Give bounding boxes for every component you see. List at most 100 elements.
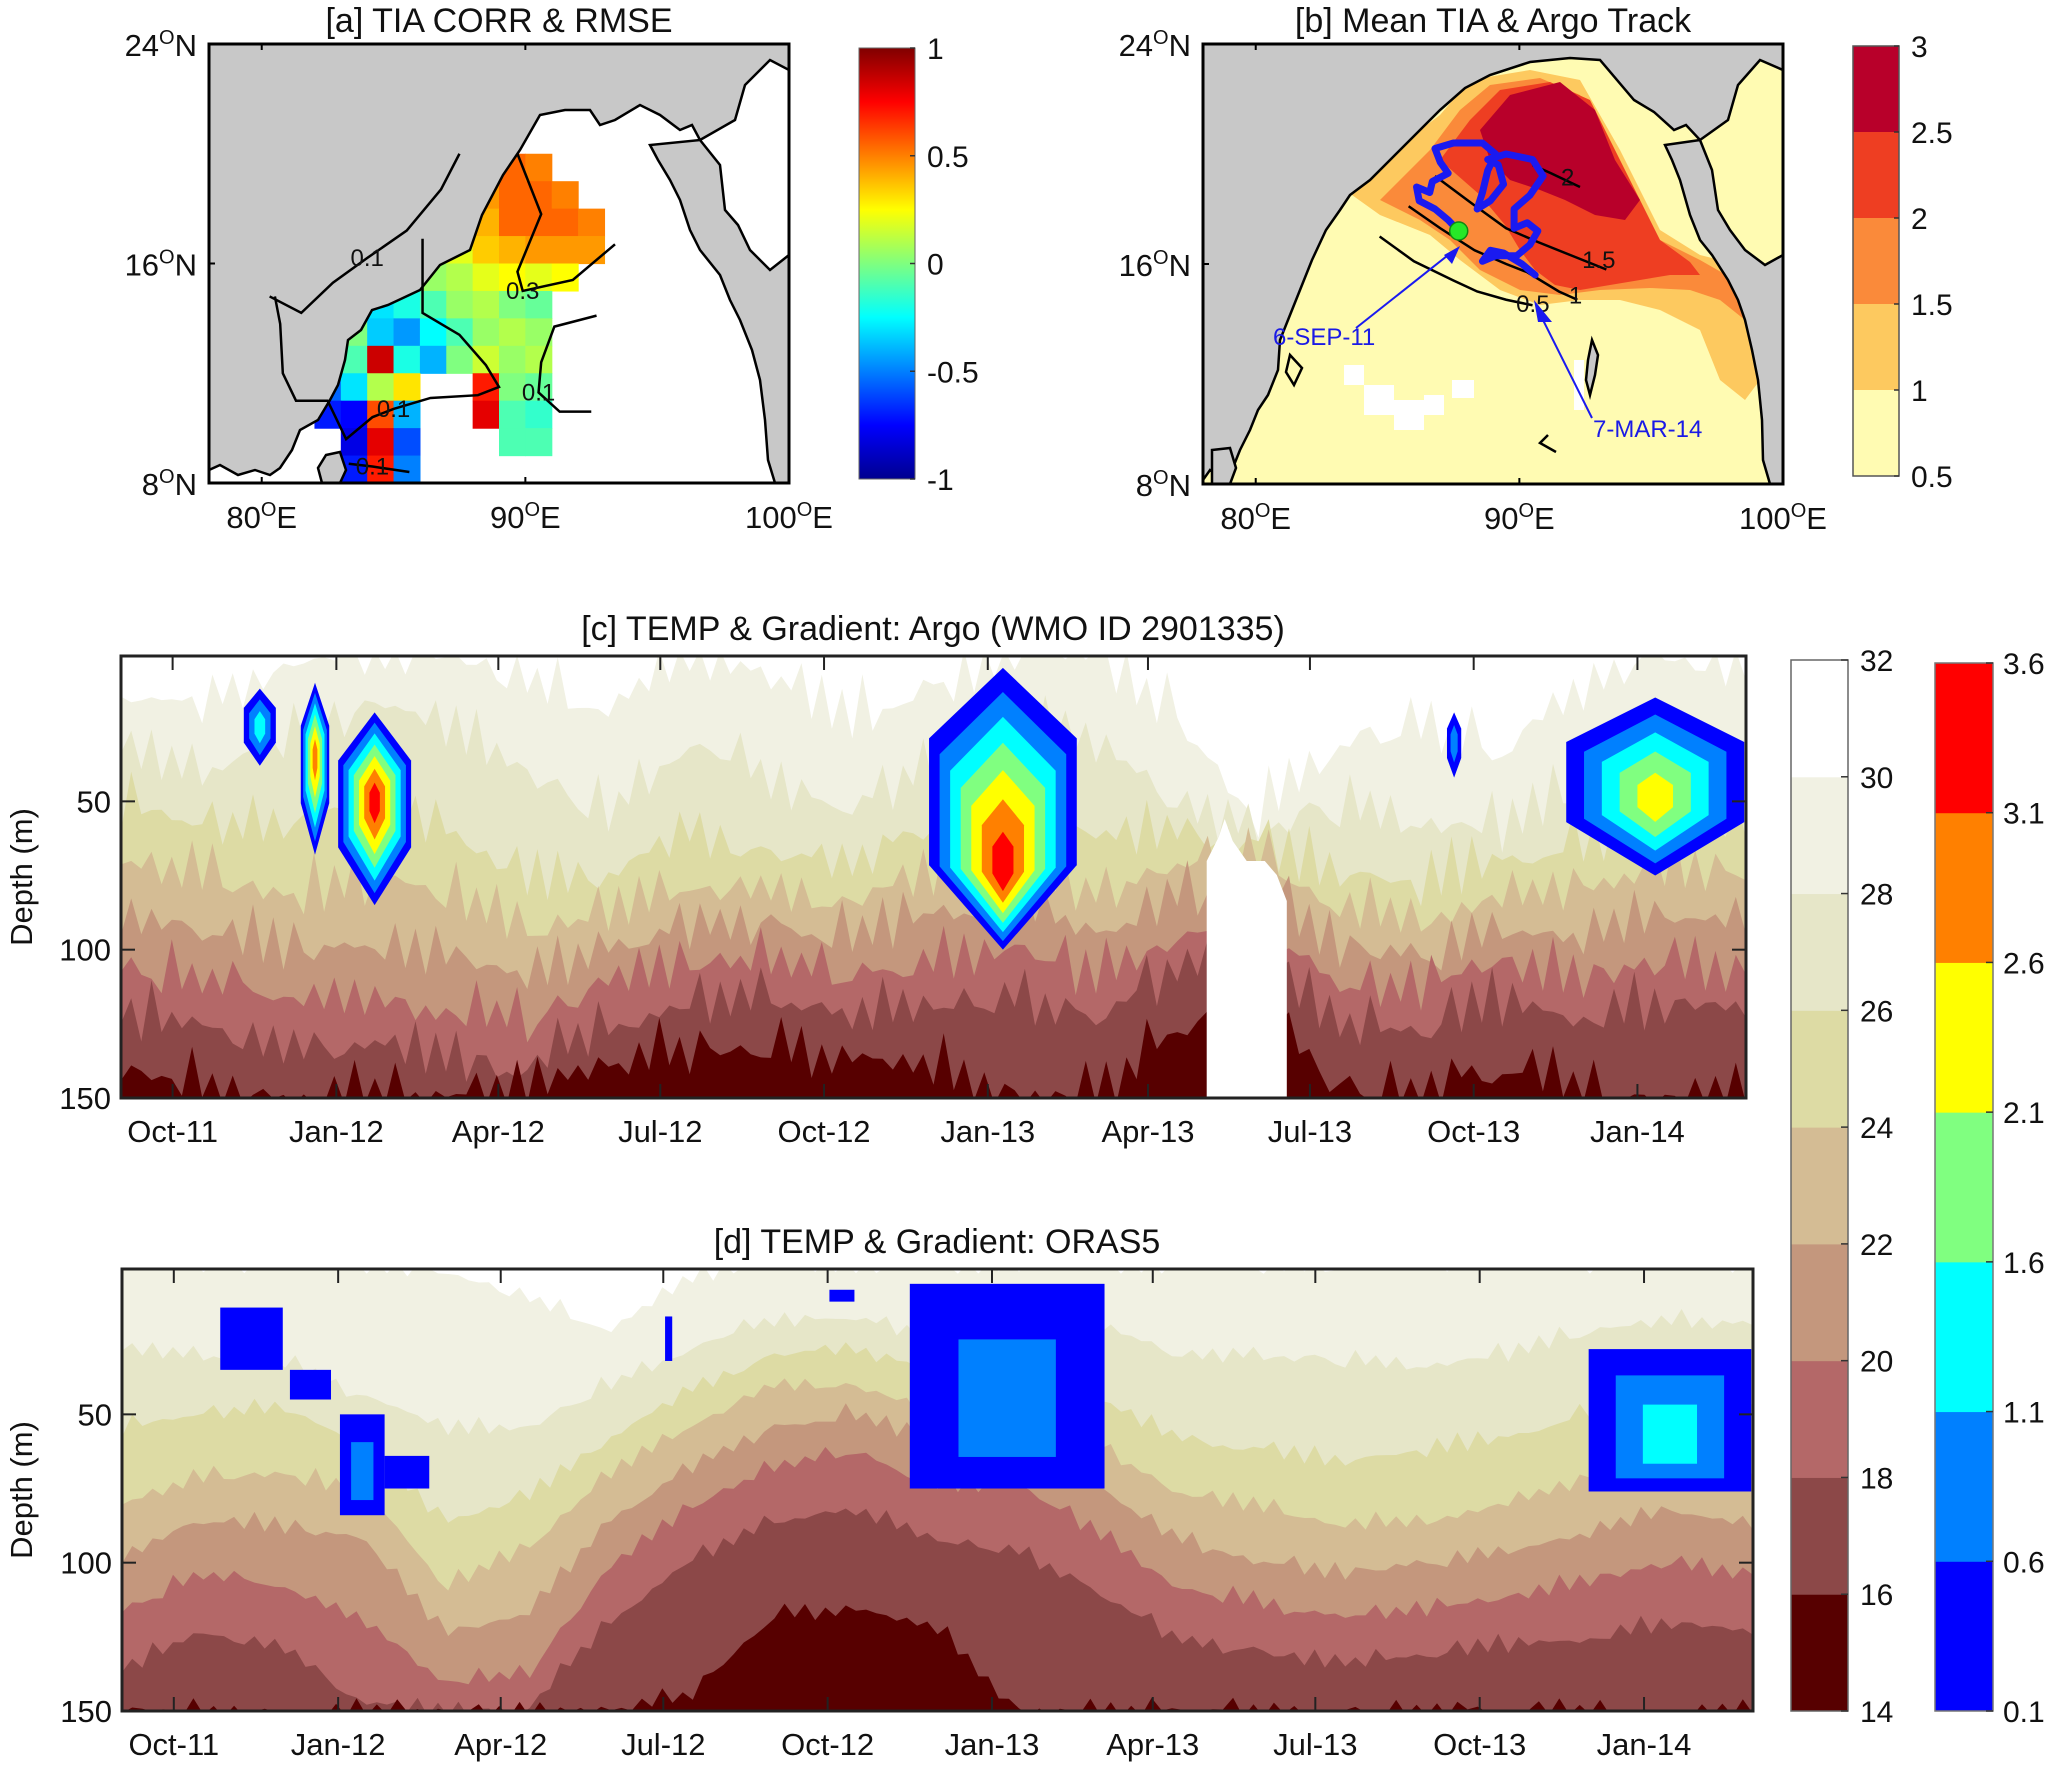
correlation-cell [367,428,395,457]
y-tick-label: 100 [59,933,111,968]
temp-colorbar-tick-label: 24 [1860,1112,1893,1145]
argo-start-marker [1448,221,1469,241]
gradient-colorbar-segment [1935,962,1993,1113]
start-arrow-line [1355,251,1453,329]
correlation-cell [446,263,474,292]
colorbar-b-segment [1853,218,1899,304]
panel-d-axes: Oct-11 Jan-12 Apr-12 Jul-12 Oct-12 Jan-13 Apr-… [60,1269,1753,1762]
start-date-label: 6-SEP-11 [1273,324,1375,351]
panel-d-title: [d] TEMP & Gradient: ORAS5 [714,1223,1161,1261]
gradient-patch [1642,1404,1698,1464]
colorbar-b-segment [1853,132,1899,218]
temp-band-below-18 [122,1508,1753,1711]
correlation-cell [472,400,500,429]
gradient-patch [992,831,1014,892]
y-tick-label: 16ON [125,247,197,283]
temp-colorbar-tick-label: 32 [1860,645,1893,678]
correlation-cell [367,318,395,347]
gradient-colorbar-tick-label: 0.1 [2003,1696,2045,1729]
gradient-colorbar-tick-label: 0.6 [2003,1546,2045,1579]
gradient-colorbar-segment [1935,1561,1993,1712]
gradient-patch [220,1307,283,1370]
y-tick-label: 24ON [1119,27,1191,63]
panel-b-tia-contours: 0.5 11.52 [1378,163,1615,318]
y-tick-label: 50 [78,1397,112,1432]
correlation-cell [525,428,553,457]
temp-colorbar-segment [1791,776,1848,895]
correlation-cell [499,318,526,347]
temp-colorbar-tick-label: 16 [1860,1579,1893,1612]
end-date-label: 7-MAR-14 [1593,416,1702,443]
tia-contour-line [1378,235,1533,307]
gradient-colorbar-tick-label: 1.6 [2003,1247,2045,1280]
argo-track-line [1413,139,1547,279]
end-arrow-line [1537,309,1593,419]
end-arrow-head [1534,300,1552,322]
x-tick-label: Jul-12 [618,1114,702,1149]
colorbar-b-tick-label: 2.5 [1911,117,1953,150]
colorbar-b-segment [1853,46,1899,132]
temp-colorbar-segment [1791,660,1848,778]
colorbar-b-tick-label: 3 [1911,31,1928,64]
temp-colorbar-segment [1791,1477,1848,1595]
gradient-patch [665,1316,673,1361]
rmse-contour-label: 0.1 [350,245,383,272]
panel-a-title: [a] TIA CORR & RMSE [325,2,672,40]
correlation-cell [446,318,474,347]
gradient-colorbar-segment [1935,812,1993,963]
panel-d-gradient-field [220,1283,1752,1516]
colorbar-b-tick-label: 1 [1911,375,1928,408]
gradient-patch [254,711,266,744]
x-tick-label: Jul-13 [1273,1727,1357,1762]
tia-contour-label: 1.5 [1582,247,1615,274]
correlation-cell [446,345,474,374]
panel-a-axes: 80OE 90OE 100OE 8ON 16ON 24ON [125,27,833,535]
colorbar-b-frame [1852,45,1900,477]
colorbar-b-segment [1853,304,1899,390]
rmse-contour-line [348,462,410,474]
tia-contour-line [1434,174,1607,271]
tia-missing-patches [1344,360,1584,430]
correlation-cell [419,345,447,374]
gradient-patch [1450,724,1458,763]
gradient-patch [289,1369,332,1400]
panel-c-axes: Oct-11 Jan-12 Apr-12 Jul-12 Oct-12 Jan-13 Apr-… [59,656,1746,1149]
colorbar-a-tick-label: -0.5 [927,356,979,389]
x-tick-label: Jan-12 [291,1727,386,1762]
gradient-colorbar-frame [1934,662,1994,1712]
land-myanmar-thailand [648,138,789,483]
x-tick-label: Jan-14 [1590,1114,1685,1149]
temp-colorbar-segment [1791,893,1848,1011]
correlation-cell [472,345,500,374]
correlation-cell [472,318,500,347]
panel-b-contour-fragment [1537,434,1557,454]
panel-c: [c] TEMP & Gradient: Argo (WMO ID 290133… [4,610,1748,1149]
land-srilanka-b [1210,446,1238,484]
x-tick-label: Oct-11 [128,1727,219,1762]
y-tick-label: 16ON [1119,247,1191,283]
correlation-cell [551,236,579,265]
x-tick-label: Oct-11 [127,1114,218,1149]
gradient-colorbar: 0.1 0.6 1.1 1.6 2.1 2.6 3.1 3.6 [1934,648,2045,1729]
x-tick-label: Apr-12 [452,1114,545,1149]
tia-contour-label: 1 [1569,283,1582,310]
rmse-contour-line [269,153,461,315]
rmse-contour-line [273,238,501,442]
correlation-cell [499,373,526,402]
correlation-cell [393,345,421,374]
panel-b-axes: 80OE 90OE 100OE 8ON 16ON 24ON [1119,27,1827,536]
panel-d-ylabel: Depth (m) [4,1421,39,1559]
panel-a-land [209,44,789,483]
temp-colorbar-tick-label: 22 [1860,1229,1893,1262]
x-tick-label: 90OE [490,499,561,535]
y-tick-label: 100 [60,1546,112,1581]
colorbar-b-tick-label: 0.5 [1911,461,1953,494]
correlation-cell [499,181,526,210]
tia-region-2.5-3 [1480,82,1640,220]
colorbar-b-segment [1853,390,1899,476]
x-tick-label: 90OE [1484,500,1555,536]
temp-band-below-18 [121,929,1746,1098]
correlation-cell [499,345,526,374]
start-arrow-head [1444,246,1460,264]
panel-b: [b] Mean TIA & Argo Track [1119,2,1953,536]
